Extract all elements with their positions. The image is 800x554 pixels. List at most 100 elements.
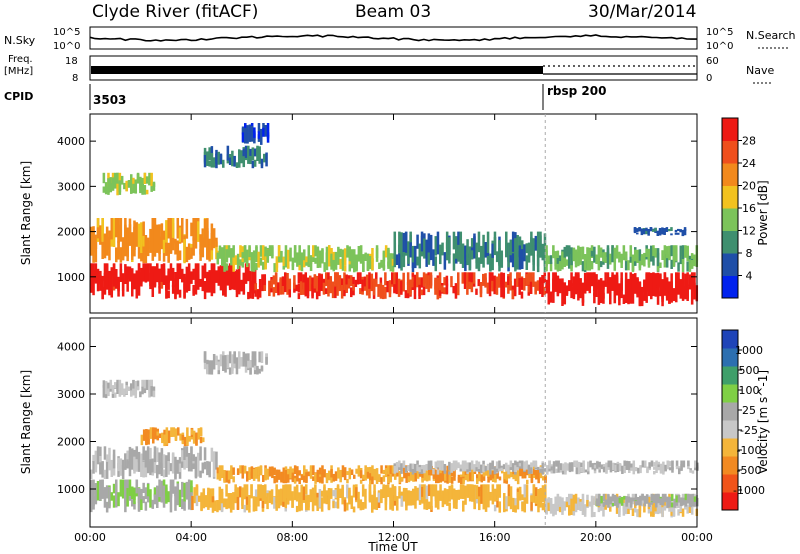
power-cell bbox=[230, 248, 233, 266]
power-cell bbox=[470, 272, 474, 284]
velocity-cell bbox=[643, 498, 647, 507]
power-region-10 bbox=[633, 227, 687, 237]
power-cell bbox=[273, 263, 276, 273]
power-cell bbox=[411, 245, 415, 263]
power-cell bbox=[570, 283, 573, 292]
velocity-cell bbox=[675, 495, 679, 503]
velocity-cell bbox=[691, 470, 695, 474]
velocity-cell bbox=[516, 466, 519, 470]
power-cell bbox=[445, 278, 449, 287]
power-cell bbox=[565, 287, 569, 296]
velocity-cell bbox=[534, 461, 538, 468]
power-cell bbox=[656, 291, 660, 305]
power-cell bbox=[274, 280, 278, 293]
velocity-cell bbox=[684, 500, 688, 507]
velocity-cell bbox=[220, 492, 224, 511]
power-cell bbox=[248, 124, 252, 140]
velocity-cell bbox=[429, 460, 433, 467]
velocity-cell bbox=[624, 509, 628, 515]
velocity-cell bbox=[389, 472, 393, 483]
velocity-cell bbox=[147, 431, 150, 445]
power-cell bbox=[368, 272, 371, 289]
power-cell bbox=[452, 286, 455, 294]
power-cell bbox=[441, 285, 444, 293]
power-cell bbox=[688, 259, 692, 272]
velocity-cell bbox=[430, 484, 433, 497]
velocity-cell bbox=[323, 469, 326, 478]
velocity-cell bbox=[632, 466, 636, 475]
velocity-cell bbox=[135, 446, 139, 462]
velocity-cell bbox=[547, 497, 551, 508]
velocity-cell bbox=[176, 459, 180, 474]
velocity-cell bbox=[407, 472, 411, 480]
power-cell bbox=[629, 280, 633, 304]
velocity-cell bbox=[532, 460, 535, 467]
velocity-cell bbox=[101, 461, 104, 478]
power-cell bbox=[389, 253, 393, 272]
velocity-cell bbox=[156, 433, 160, 441]
power-cell bbox=[183, 239, 186, 264]
power-cell bbox=[277, 282, 280, 296]
time-tick-label: 00:00 bbox=[74, 531, 106, 544]
power-cell bbox=[615, 245, 619, 258]
power-cell bbox=[194, 218, 198, 249]
power-cell bbox=[613, 253, 617, 271]
power-cell bbox=[92, 263, 95, 281]
power-cell bbox=[136, 172, 140, 183]
power-cell bbox=[307, 254, 311, 268]
velocity-region-1 bbox=[191, 484, 547, 513]
power-cell bbox=[291, 264, 295, 271]
power-cell bbox=[312, 245, 315, 258]
velocity-cell bbox=[92, 479, 95, 494]
velocity-cell bbox=[195, 485, 199, 500]
velocity-cell bbox=[521, 468, 525, 477]
power-cell bbox=[395, 254, 399, 265]
velocity-cell bbox=[625, 497, 628, 507]
power-cell bbox=[480, 246, 483, 264]
power-cell bbox=[375, 247, 379, 262]
velocity-cell bbox=[178, 489, 182, 507]
velocity-cell bbox=[287, 474, 290, 483]
velocity-cell bbox=[575, 470, 579, 475]
power-cell bbox=[404, 231, 408, 253]
velocity-cell bbox=[181, 498, 184, 510]
velocity-cell bbox=[302, 486, 306, 500]
velocity-cell bbox=[411, 467, 415, 475]
velocity-cell bbox=[580, 467, 583, 473]
power-cell bbox=[518, 281, 521, 295]
velocity-cell bbox=[616, 465, 620, 472]
power-cell bbox=[670, 259, 673, 269]
power-cell bbox=[253, 132, 256, 144]
power-cell bbox=[144, 239, 148, 264]
velocity-cell bbox=[212, 354, 216, 364]
power-cell bbox=[158, 224, 161, 245]
velocity-cell bbox=[142, 482, 145, 493]
velocity-cell bbox=[382, 487, 385, 496]
velocity-cell bbox=[364, 469, 367, 474]
freq-tick-top-right: 60 bbox=[706, 56, 719, 67]
power-cell bbox=[124, 225, 127, 257]
power-cell bbox=[231, 274, 234, 284]
power-cell bbox=[298, 261, 301, 271]
power-cell bbox=[568, 254, 571, 265]
power-cell bbox=[258, 279, 262, 287]
velocity-cell bbox=[101, 479, 104, 498]
power-cell bbox=[244, 263, 248, 284]
power-cell bbox=[234, 255, 238, 265]
power-cell bbox=[378, 262, 381, 269]
power-cell bbox=[416, 234, 419, 249]
velocity-cell bbox=[421, 496, 424, 504]
power-cell bbox=[251, 287, 255, 299]
power-cell bbox=[115, 218, 118, 238]
velocity-cell bbox=[434, 494, 438, 502]
velocity-cell bbox=[646, 469, 649, 474]
velocity-cell bbox=[254, 496, 258, 512]
power-cell bbox=[549, 255, 553, 264]
power-cell bbox=[439, 250, 442, 265]
velocity-cell bbox=[151, 499, 155, 509]
velocity-cell bbox=[514, 460, 517, 468]
velocity-cell bbox=[277, 495, 281, 509]
velocity-cell bbox=[192, 458, 195, 470]
velocity-cell bbox=[602, 466, 606, 473]
